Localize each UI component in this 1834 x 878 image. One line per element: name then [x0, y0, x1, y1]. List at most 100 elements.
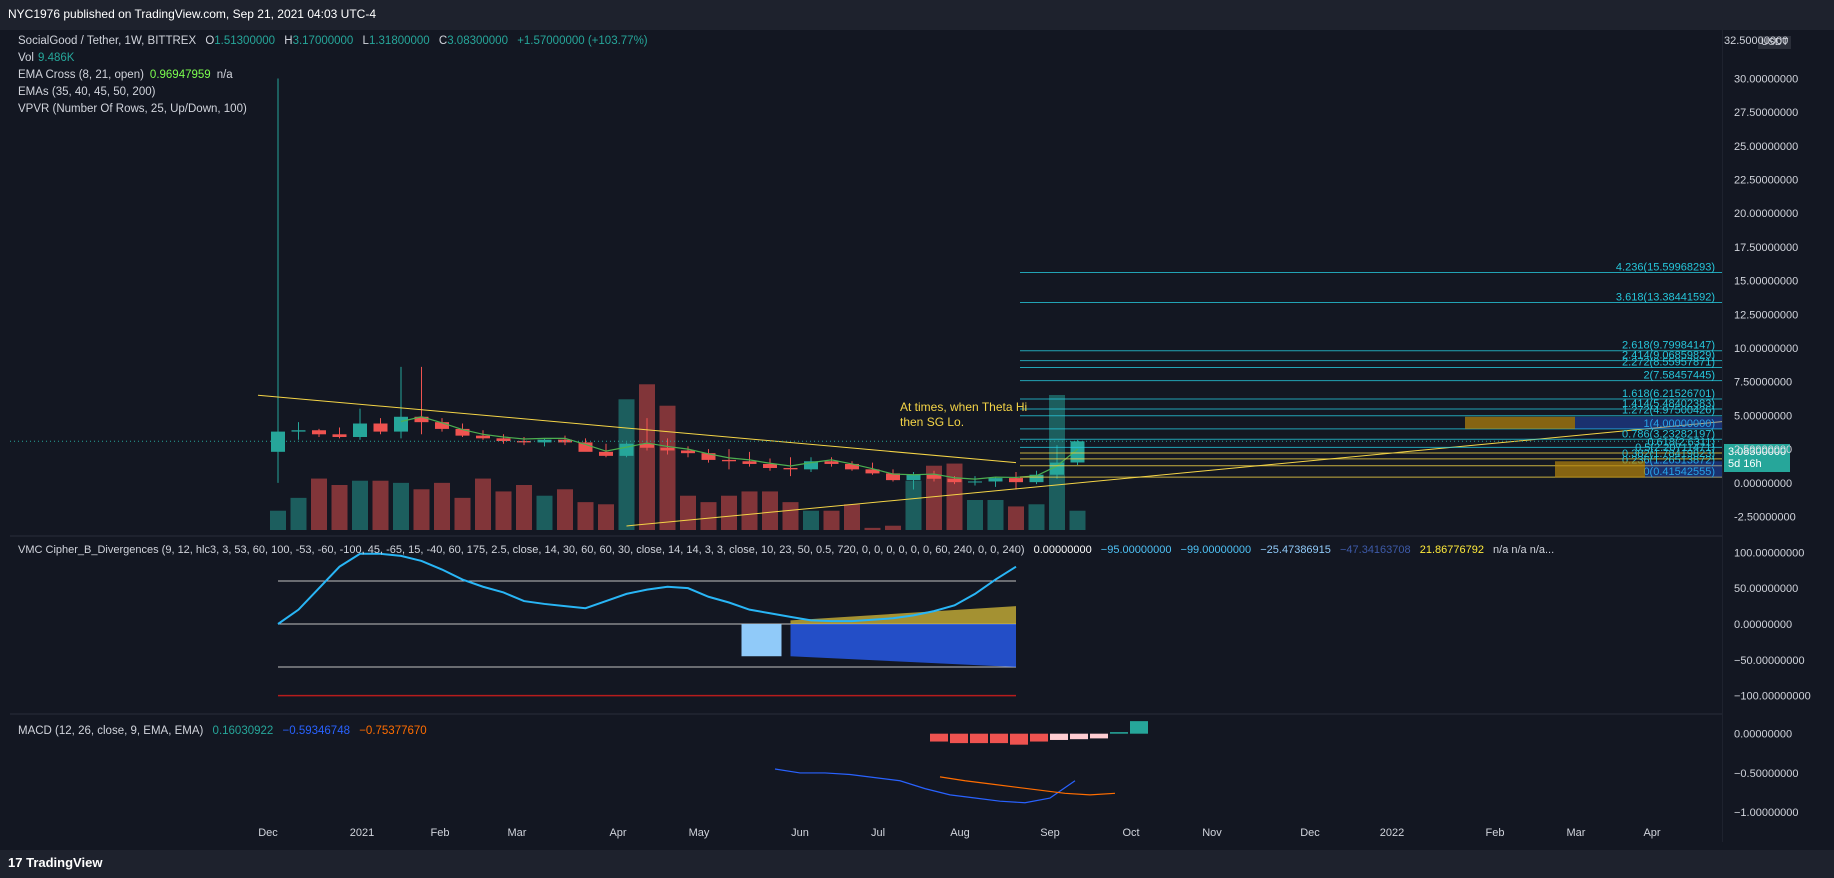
price-tick-label: 20.00000000 — [1734, 208, 1798, 220]
price-tick-label: -2.50000000 — [1734, 512, 1796, 524]
macd-hist-bar — [1030, 733, 1048, 742]
candle-body — [701, 453, 716, 460]
vpvr-legend[interactable]: VPVR (Number Of Rows, 25, Up/Down, 100) — [18, 103, 253, 115]
vpvr-label: VPVR (Number Of Rows, 25, Up/Down, 100) — [18, 103, 247, 115]
fib-label: 1.414(5.48402383) — [1622, 398, 1715, 410]
ema-cross-na: n/a — [216, 69, 233, 81]
emas-label: EMAs (35, 40, 45, 50, 200) — [18, 86, 156, 98]
change-value: +1.57000000 (+103.77%) — [517, 35, 648, 47]
time-axis-label: May — [689, 827, 710, 839]
candle-body — [394, 416, 408, 432]
time-axis-label: Jun — [791, 827, 809, 839]
ema-cross-legend[interactable]: EMA Cross (8, 21, open) 0.96947959 n/a — [18, 69, 239, 81]
price-tick-label: 15.00000000 — [1734, 276, 1798, 288]
candle-body — [599, 451, 613, 456]
annotation-line2: then SG Lo. — [900, 415, 965, 429]
candle-body — [824, 461, 839, 464]
time-axis-label: Dec — [1300, 827, 1320, 839]
macd-legend[interactable]: MACD (12, 26, close, 9, EMA, EMA) 0.1603… — [18, 725, 433, 737]
volume-bar — [926, 465, 942, 530]
trendline-up — [626, 421, 1722, 527]
volume-bar — [352, 480, 368, 530]
volume-bar — [618, 399, 635, 530]
bar-countdown: 5d 16h — [1728, 458, 1762, 470]
brand-name: TradingView — [26, 855, 103, 870]
volume-bar — [885, 525, 901, 530]
time-axis-label: Apr — [609, 827, 626, 839]
volume-bar — [987, 500, 1004, 530]
vol-value: 9.486K — [38, 52, 75, 64]
tradingview-logo[interactable]: 17 TradingView — [8, 855, 102, 870]
candle-body — [968, 481, 982, 483]
vmc-v4: −25.47386915 — [1260, 544, 1331, 556]
chart-area[interactable]: 4.236(15.59968293) 3.618(13.38441592) 2.61… — [10, 30, 1722, 842]
fib-label: 0.236(1.26513872) — [1622, 455, 1715, 467]
macd-hist-bar — [1050, 733, 1068, 740]
trendline-down — [257, 394, 1017, 464]
volume-bar — [659, 405, 676, 530]
volume-legend[interactable]: Vol 9.486K — [18, 52, 80, 64]
vmc-na: n/a n/a n/a... — [1493, 544, 1555, 556]
volume-bar — [290, 497, 307, 530]
fib-label: 2(7.58457445) — [1643, 370, 1715, 382]
volume-bar — [844, 504, 860, 530]
candle-body — [927, 474, 941, 479]
candle-body — [373, 423, 388, 432]
open-value: 1.51300000 — [214, 35, 276, 47]
time-axis-label: 2022 — [1380, 827, 1404, 839]
macd-tick-label: −0.50000000 — [1734, 768, 1799, 780]
candle-body — [1029, 474, 1044, 483]
price-tick-label: 32.50000000 — [1724, 35, 1788, 47]
fib-label: 0.382(1.78419823) — [1622, 448, 1715, 460]
candle-body — [947, 478, 962, 483]
candle-body — [1070, 441, 1085, 463]
vmc-wave-line — [277, 552, 1017, 625]
candle-body — [783, 467, 798, 470]
vmc-v3: −99.00000000 — [1180, 544, 1252, 556]
volume-bar — [495, 491, 512, 530]
time-axis-label: Feb — [431, 827, 450, 839]
fib-label: 2.414(9.06859829) — [1622, 350, 1715, 362]
volume-bar — [536, 495, 553, 530]
candle-body — [496, 438, 511, 442]
volume-bar — [475, 478, 491, 530]
candle-body — [291, 430, 306, 432]
symbol-label[interactable]: SocialGood / Tether, 1W, BITTREX — [18, 35, 197, 47]
volume-bar — [270, 510, 286, 530]
high-label: H — [284, 35, 293, 47]
macd-label: MACD (12, 26, close, 9, EMA, EMA) — [18, 725, 204, 737]
macd-hist-bar — [1010, 733, 1028, 745]
price-tick-label: 30.00000000 — [1734, 73, 1798, 85]
volume-bar — [803, 510, 819, 530]
fib-label: 2.272(8.55957871) — [1622, 356, 1715, 368]
chart-svg[interactable]: 4.236(15.59968293) 3.618(13.38441592) 2.61… — [10, 30, 1722, 842]
emas-legend[interactable]: EMAs (35, 40, 45, 50, 200) — [18, 86, 161, 98]
last-price-badge: 3.08300000 5d 16h — [1724, 444, 1791, 472]
vol-label: Vol — [18, 52, 34, 64]
vmc-v1: 0.00000000 — [1033, 544, 1092, 556]
time-axis-label: Oct — [1122, 827, 1139, 839]
low-value: 1.31800000 — [368, 35, 430, 47]
fib-label: 0.786(3.23282197) — [1622, 428, 1715, 440]
candle-body — [886, 473, 900, 481]
vmc-label: VMC Cipher_B_Divergences (9, 12, hlc3, 3… — [18, 544, 1025, 556]
time-axis-label: Aug — [950, 827, 970, 839]
price-axis[interactable]: 30.00000000 27.50000000 25.00000000 22.5000… — [1722, 30, 1834, 842]
fib-label: 1.618(6.21526701) — [1622, 388, 1715, 400]
close-value: 3.08300000 — [447, 35, 508, 47]
candle-body — [640, 443, 654, 448]
currency-label[interactable]: USDT — [1758, 36, 1792, 49]
chart-annotation[interactable]: At times, when Theta Hi then SG Lo. — [900, 400, 1027, 430]
candle-body — [517, 441, 531, 443]
time-axis-label: Jul — [871, 827, 885, 839]
vmc-legend[interactable]: VMC Cipher_B_Divergences (9, 12, hlc3, 3… — [18, 544, 1560, 556]
volume-bar — [372, 480, 389, 530]
time-axis-label: Dec — [258, 827, 278, 839]
time-axis-label: Feb — [1486, 827, 1505, 839]
vmc-tick-label: 50.00000000 — [1734, 583, 1798, 595]
candle-body — [988, 478, 1003, 482]
macd-hist-bar — [1070, 733, 1088, 740]
volume-bar — [1069, 510, 1086, 530]
macd-hist-value: 0.16030922 — [212, 725, 274, 737]
fib-label: 2.618(9.79984147) — [1622, 340, 1715, 352]
